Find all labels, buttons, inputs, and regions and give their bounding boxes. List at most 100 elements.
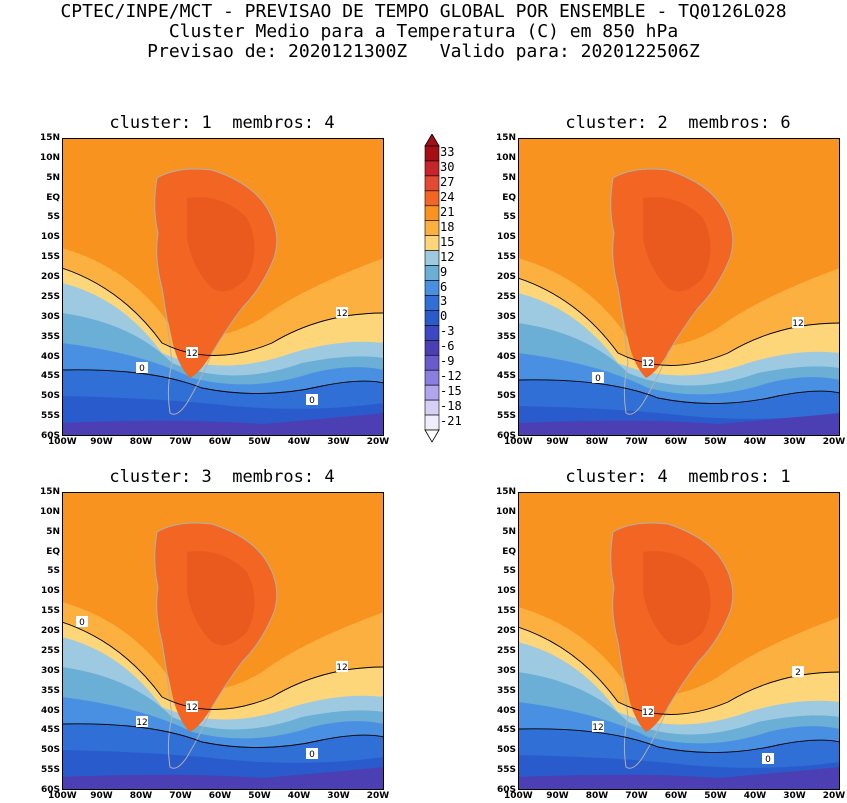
lon-tick-label: 40W [743,791,767,801]
lat-tick-label: 50S [496,745,516,756]
lon-tick-label: 20W [822,791,846,801]
colorbar-swatch [424,160,440,177]
colorbar-swatch [424,250,440,266]
colorbar-label: 30 [440,159,455,174]
colorbar-label: -21 [440,414,462,429]
contour-label: 12 [642,359,653,369]
contour-label: 12 [642,708,653,718]
continent-outline [154,168,278,415]
lon-tick-label: 90W [90,791,113,801]
map-frame [518,138,840,436]
lat-tick-label: EQ [502,546,516,557]
lon-tick-label: 100W [504,437,533,447]
contour-label: 12 [792,319,803,329]
colorbar-scale [424,134,440,443]
lon-tick-label: 90W [90,437,113,447]
contour-label: 12 [592,723,603,733]
colorbar-swatch [424,265,440,281]
contour-12 [518,626,840,715]
lat-tick-label: 15S [40,252,60,263]
panel-4-title: cluster: 4 membros: 1 [565,467,791,487]
colorbar-label: 24 [440,189,455,204]
contour-label: 12 [336,309,347,319]
lat-tick-label: 15N [495,487,516,497]
contour-label: 0 [139,364,145,374]
lon-tick-label: 50W [704,791,727,801]
lat-tick-label: 20S [40,626,60,637]
lat-tick-label: 60S [496,431,516,441]
continent-outline [610,522,734,769]
lat-tick-label: 25S [496,291,516,302]
colorbar-swatch [424,190,440,207]
colorbar-label: 6 [440,279,448,294]
contour-label: 0 [765,755,771,765]
lon-tick-label: 80W [129,791,153,801]
lon-tick-label: 60W [664,437,688,447]
lat-tick-label: 5S [503,212,516,223]
colorbar-min-arrow [424,429,440,443]
lat-tick-label: 50S [40,745,60,756]
lon-tick-label: 80W [585,437,609,447]
lat-tick-label: 40S [496,351,516,362]
band-tropics [518,138,840,188]
lat-tick-label: 45S [40,371,60,382]
colorbar-swatch [424,295,440,311]
colorbar-label: 15 [440,234,455,249]
lon-tick-label: 80W [129,437,153,447]
lat-tick-label: EQ [46,546,60,557]
lon-tick-label: 70W [625,791,648,801]
lon-tick-label: 60W [208,791,232,801]
lat-tick-label: 60S [40,431,60,441]
lat-tick-label: 40S [40,351,60,362]
lon-tick-label: 40W [287,791,311,801]
band-tropics [518,492,840,542]
contour-label-bg [136,716,148,727]
lat-tick-label: 10N [495,506,516,517]
lat-tick-label: 45S [40,725,60,736]
lon-tick-label: 50W [248,791,271,801]
lat-tick-label: 10N [39,506,60,517]
colorbar-label: 21 [440,204,455,219]
contour-label-bg [762,753,774,764]
colorbar-label: -18 [440,399,462,414]
colorbar-label: 3 [440,294,448,309]
lon-tick-label: 90W [546,791,569,801]
lat-tick-label: 30S [40,311,60,322]
band-tropics [62,138,384,188]
lon-tick-label: 60W [664,791,688,801]
lat-tick-label: 15S [40,606,60,617]
map-panel-4: 2 12 12 0 [518,492,840,790]
contour-label-bg [76,616,88,627]
lat-tick-label: 25S [496,645,516,656]
lat-tick-label: 20S [496,626,516,637]
contour-0 [62,369,384,394]
lon-tick-label: 30W [327,437,350,447]
colorbar-swatch [424,354,440,371]
continent-outline [610,168,734,415]
colorbar-label: 0 [440,309,448,324]
hot-spot [187,197,255,292]
map-panel-1: 12 12 0 0 [62,138,384,436]
panel-1-title: cluster: 1 membros: 4 [109,113,335,133]
contour-label-bg [592,721,604,732]
lat-tick-label: 20S [40,272,60,283]
colorbar-label: 27 [440,174,455,189]
lat-tick-label: 45S [496,725,516,736]
lon-tick-label: 50W [248,437,271,447]
colorbar-label: 9 [440,264,448,279]
lat-tick-label: 40S [496,705,516,716]
lat-tick-label: EQ [46,192,60,203]
lat-tick-label: 5N [502,526,516,537]
map-frame [518,492,840,790]
colorbar-swatch [424,414,440,431]
lat-tick-label: 60S [496,785,516,795]
lat-tick-label: 10N [495,152,516,163]
lat-tick-label: 5S [503,566,516,577]
contour-label: 12 [186,349,197,359]
lat-tick-label: 25S [40,645,60,656]
band-tropics [62,492,384,542]
lon-tick-label: 100W [48,791,77,801]
lat-tick-label: 55S [40,411,60,422]
contour-label-bg [136,362,148,373]
lat-tick-label: 5S [47,566,60,577]
